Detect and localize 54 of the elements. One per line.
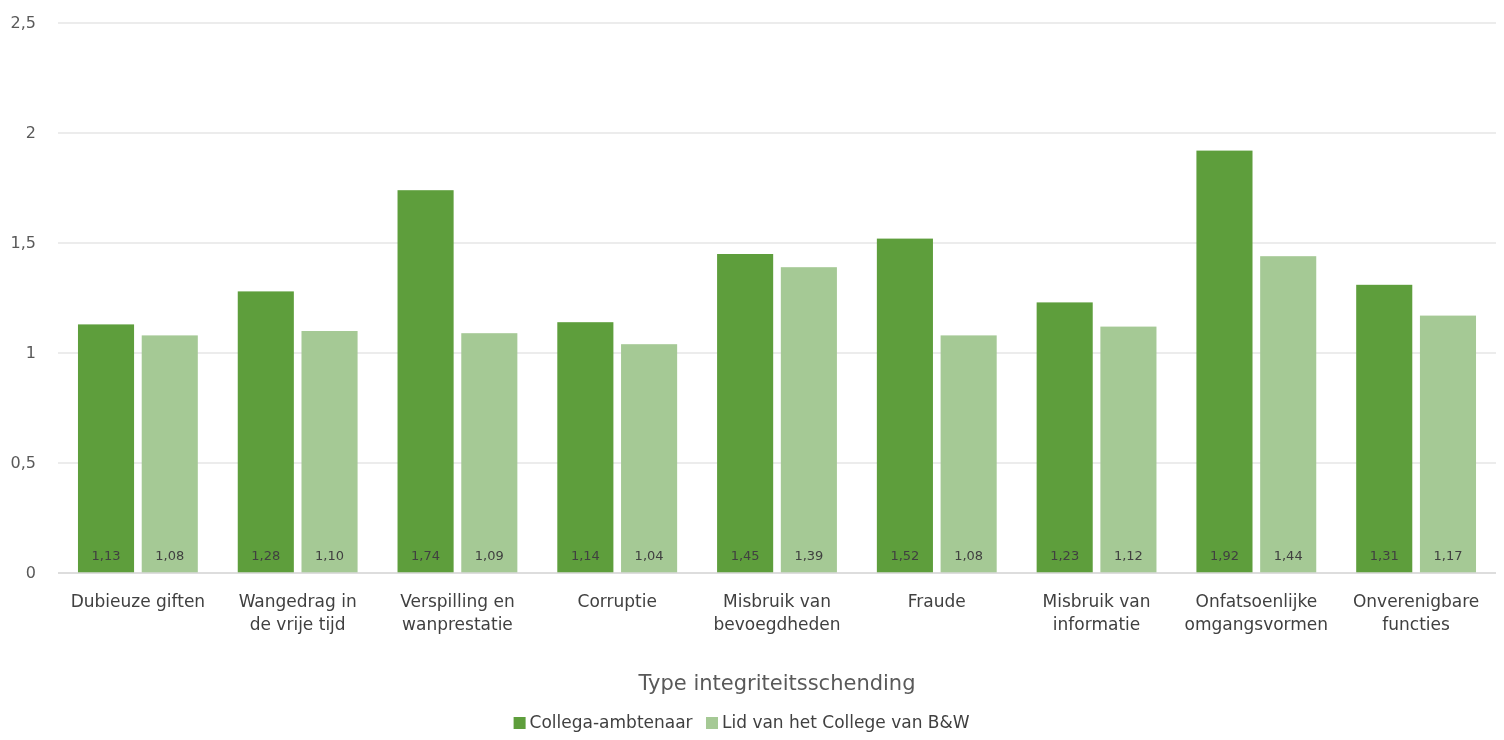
x-tick-label: Fraude bbox=[907, 591, 966, 611]
data-label: 1,08 bbox=[954, 548, 984, 563]
bar bbox=[397, 190, 454, 573]
bar bbox=[940, 335, 997, 573]
data-label: 1,04 bbox=[634, 548, 664, 563]
bar bbox=[1036, 302, 1093, 573]
data-label: 1,12 bbox=[1113, 548, 1143, 563]
bar bbox=[1100, 326, 1157, 573]
data-label: 1,92 bbox=[1209, 548, 1239, 563]
bar bbox=[141, 335, 198, 573]
bar bbox=[717, 254, 774, 573]
data-label: 1,08 bbox=[155, 548, 185, 563]
bar bbox=[876, 238, 933, 573]
legend-label: Collega-ambtenaar bbox=[529, 712, 693, 732]
data-label: 1,45 bbox=[730, 548, 760, 563]
x-tick-label: Misbruik van bevoegdheden bbox=[713, 591, 841, 634]
data-label: 1,17 bbox=[1433, 548, 1463, 563]
data-label: 1,10 bbox=[315, 548, 345, 563]
x-tick-label: Dubieuze giften bbox=[70, 591, 206, 611]
y-tick-label: 1 bbox=[25, 343, 36, 362]
bar bbox=[1196, 150, 1253, 573]
bar bbox=[557, 322, 614, 573]
bar bbox=[1356, 284, 1413, 573]
x-tick-label: Onfatsoenlijke omgangsvormen bbox=[1184, 591, 1329, 634]
bar bbox=[1419, 315, 1477, 573]
data-label: 1,28 bbox=[251, 548, 281, 563]
y-tick-label: 0,5 bbox=[10, 453, 36, 472]
x-tick-label: Misbruik van informatie bbox=[1042, 591, 1151, 634]
bar bbox=[237, 291, 294, 573]
data-label: 1,44 bbox=[1273, 548, 1303, 563]
y-tick-label: 2 bbox=[25, 123, 36, 142]
legend-label: Lid van het College van B&W bbox=[722, 712, 970, 732]
y-tick-label: 2,5 bbox=[10, 13, 36, 32]
x-axis-title: Type integriteitsschending bbox=[637, 671, 916, 695]
x-tick-label: Onverenigbare functies bbox=[1352, 591, 1480, 634]
data-label: 1,74 bbox=[411, 548, 441, 563]
x-tick-label: Corruptie bbox=[577, 591, 657, 611]
y-tick-label: 0 bbox=[25, 563, 36, 582]
bar bbox=[301, 331, 358, 573]
bar bbox=[780, 267, 837, 573]
data-label: 1,13 bbox=[91, 548, 121, 563]
x-tick-label: Wangedrag in de vrije tijd bbox=[238, 591, 357, 634]
x-tick-label: Verspilling en wanprestatie bbox=[400, 591, 515, 634]
data-label: 1,09 bbox=[474, 548, 504, 563]
bar bbox=[1260, 256, 1317, 573]
bar bbox=[77, 324, 135, 573]
data-label: 1,14 bbox=[570, 548, 600, 563]
bar bbox=[621, 344, 678, 573]
data-label: 1,52 bbox=[890, 548, 920, 563]
bar bbox=[461, 333, 518, 573]
data-label: 1,39 bbox=[794, 548, 824, 563]
y-tick-label: 1,5 bbox=[10, 233, 36, 252]
data-label: 1,31 bbox=[1369, 548, 1399, 563]
data-label: 1,23 bbox=[1050, 548, 1080, 563]
